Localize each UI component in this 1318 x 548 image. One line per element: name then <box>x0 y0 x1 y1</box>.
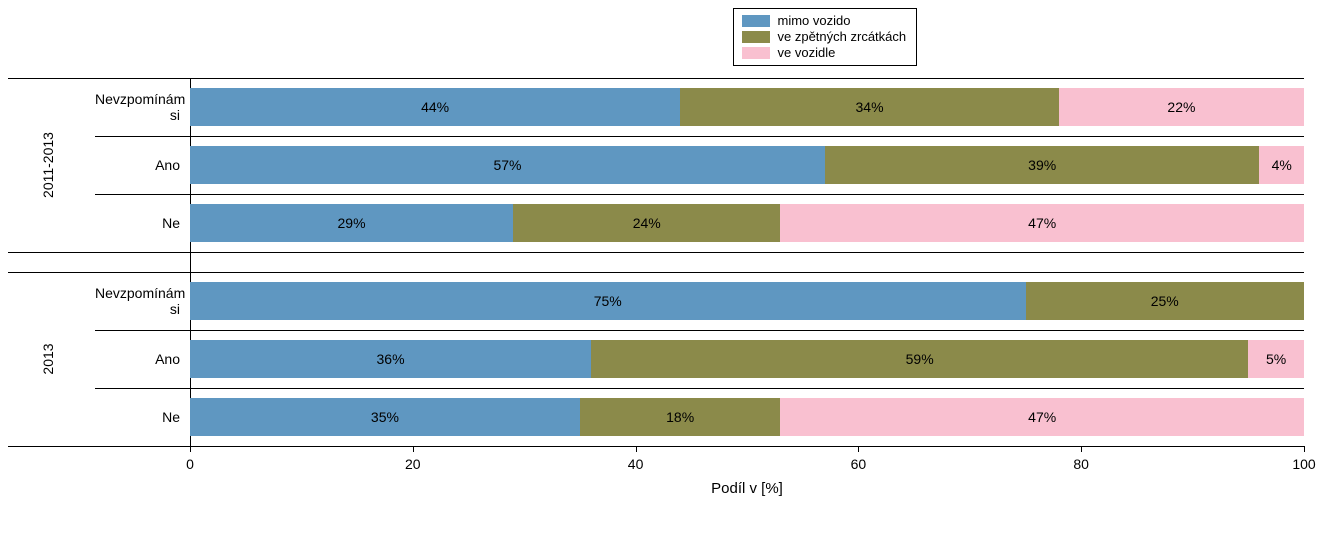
legend: mimo vozidove zpětných zrcátkáchve vozid… <box>733 8 918 66</box>
bar-segment-label: 59% <box>906 351 934 367</box>
x-axis-tick-label: 100 <box>1292 456 1315 472</box>
bar-row: 44% 34% 22% <box>190 88 1304 126</box>
bar-segment-label: 36% <box>377 351 405 367</box>
bar-segment: 18% <box>580 398 781 436</box>
x-axis-tick <box>858 446 859 452</box>
bar-segment: 34% <box>680 88 1059 126</box>
bar-segment: 47% <box>780 398 1304 436</box>
bar-segment-label: 4% <box>1272 157 1292 173</box>
bar-row: 75% 25% <box>190 282 1304 320</box>
bar-segment-label: 25% <box>1151 293 1179 309</box>
bar-segment: 59% <box>591 340 1248 378</box>
x-axis-tick-label: 60 <box>851 456 867 472</box>
bar-segment: 44% <box>190 88 680 126</box>
bar-segment-label: 34% <box>856 99 884 115</box>
bar-segment: 75% <box>190 282 1026 320</box>
bar-segment: 47% <box>780 204 1304 242</box>
bar-segment-label: 75% <box>594 293 622 309</box>
y-group-label: 2013 <box>40 319 56 399</box>
bar-segment: 22% <box>1059 88 1304 126</box>
y-category-label: Ano <box>95 157 190 173</box>
legend-label: ve vozidle <box>778 45 836 61</box>
x-axis-tick <box>636 446 637 452</box>
bar-row: 36% 59% 5% <box>190 340 1304 378</box>
y-category-label: Ne <box>95 409 190 425</box>
bar-segment: 4% <box>1259 146 1304 184</box>
bar-segment-label: 44% <box>421 99 449 115</box>
x-axis-tick <box>1081 446 1082 452</box>
plot-area: 44% 34% 22% 57% 39% 4% 29% 24% 47% 75% 25% 36% 59% 5%… <box>190 78 1304 446</box>
bar-segment: 39% <box>825 146 1259 184</box>
bar-segment: 5% <box>1248 340 1304 378</box>
y-group-label: 2011-2013 <box>40 125 56 205</box>
bar-segment: 57% <box>190 146 825 184</box>
legend-label: mimo vozido <box>778 13 851 29</box>
bar-segment-label: 39% <box>1028 157 1056 173</box>
y-category-label: Ano <box>95 351 190 367</box>
y-category-label: Nevzpomínám si <box>95 285 190 317</box>
legend-item: ve vozidle <box>742 45 907 61</box>
legend-item: ve zpětných zrcátkách <box>742 29 907 45</box>
x-axis-line <box>190 446 1304 447</box>
x-axis-tick-label: 40 <box>628 456 644 472</box>
x-axis-tick <box>413 446 414 452</box>
x-axis-tick-label: 0 <box>186 456 194 472</box>
bar-segment-label: 57% <box>493 157 521 173</box>
bar-row: 35% 18% 47% <box>190 398 1304 436</box>
bar-segment-label: 24% <box>633 215 661 231</box>
x-axis-tick <box>1304 446 1305 452</box>
chart-container: mimo vozidove zpětných zrcátkáchve vozid… <box>0 0 1318 548</box>
legend-item: mimo vozido <box>742 13 907 29</box>
x-axis-tick-label: 80 <box>1073 456 1089 472</box>
legend-swatch <box>742 15 770 27</box>
legend-swatch <box>742 47 770 59</box>
bar-segment: 25% <box>1026 282 1305 320</box>
legend-label: ve zpětných zrcátkách <box>778 29 907 45</box>
bar-row: 57% 39% 4% <box>190 146 1304 184</box>
bar-segment-label: 47% <box>1028 215 1056 231</box>
y-category-label: Nevzpomínám si <box>95 91 190 123</box>
bar-segment-label: 18% <box>666 409 694 425</box>
bar-segment-label: 22% <box>1167 99 1195 115</box>
bar-row: 29% 24% 47% <box>190 204 1304 242</box>
y-category-label: Ne <box>95 215 190 231</box>
x-axis-title: Podíl v [%] <box>190 480 1304 497</box>
bar-segment: 35% <box>190 398 580 436</box>
bar-segment-label: 47% <box>1028 409 1056 425</box>
x-axis-tick-label: 20 <box>405 456 421 472</box>
x-axis-tick <box>190 446 191 452</box>
bar-segment-label: 5% <box>1266 351 1286 367</box>
bar-segment-label: 35% <box>371 409 399 425</box>
legend-swatch <box>742 31 770 43</box>
bar-segment: 29% <box>190 204 513 242</box>
bar-segment-label: 29% <box>338 215 366 231</box>
bar-segment: 36% <box>190 340 591 378</box>
bar-segment: 24% <box>513 204 780 242</box>
